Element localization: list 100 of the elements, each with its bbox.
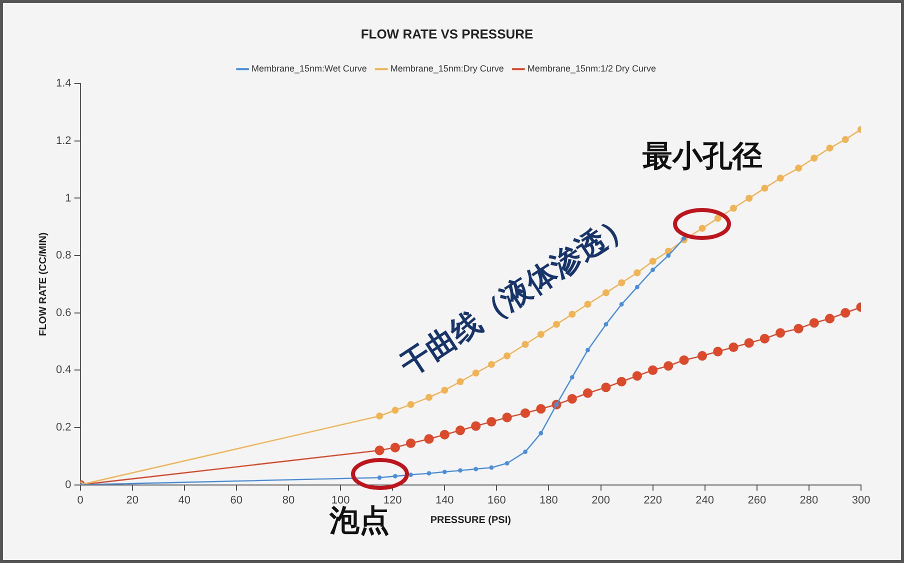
point [794,324,804,334]
point [474,466,478,472]
x-tick-label: 140 [435,494,454,506]
point [424,434,434,444]
annotation: 最小孔径 [642,139,762,174]
point [679,355,689,365]
point [504,461,510,466]
legend-label: Membrane_15nm:1/2 Dry Curve [527,64,656,74]
y-tick-label: 1.2 [56,134,72,147]
point [634,284,640,290]
point [728,342,738,352]
point [426,394,433,401]
x-tick-label: 300 [852,494,870,506]
point [374,446,384,456]
x-tick-label: 80 [282,494,295,506]
point [649,258,656,265]
point [486,416,496,427]
point [634,269,641,276]
point [442,470,447,474]
x-tick-label: 240 [696,494,714,506]
point [472,370,480,377]
point [842,136,849,143]
point [760,334,770,344]
point [520,408,530,418]
y-tick-label: 1 [65,192,72,204]
point [826,144,834,152]
point [392,474,398,478]
point [567,394,577,404]
point [619,302,624,306]
point [488,360,495,368]
x-tick-label: 280 [800,494,818,506]
y-tick-label: 0 [65,478,72,491]
y-tick-label: 0.2 [56,422,72,434]
point [582,388,593,398]
point [776,328,786,338]
chart-title: FLOW RATE VS PRESSURE [360,26,534,42]
point [570,375,574,380]
point [408,472,413,477]
point [698,224,706,232]
point [632,371,642,381]
point [440,430,450,440]
x-axis-title: PRESSURE (PSI) [430,514,511,526]
y-axis-title: FLOW RATE (CC/MIN) [38,232,49,336]
point [601,382,611,392]
legend-label: Membrane_15nm:Wet Curve [252,64,367,74]
y-tick-label: 0.8 [56,250,72,262]
point [390,442,400,452]
point [584,300,592,308]
point [714,214,722,222]
point [664,361,674,371]
point [810,154,818,162]
x-tick-label: 60 [230,494,243,506]
point [616,376,626,386]
point [407,401,414,408]
point [537,330,544,338]
point [523,450,528,454]
point [456,378,464,386]
point [406,438,416,448]
point [502,412,512,422]
point [568,310,576,318]
point [504,352,511,360]
point [455,426,466,436]
y-tick-label: 0.4 [56,364,72,376]
point [648,365,658,375]
y-tick-label: 0.6 [56,306,72,319]
annotation: 干曲线（液体渗透） [393,206,640,384]
point [377,475,382,480]
point [666,253,671,258]
x-tick-label: 200 [592,494,610,506]
point [746,194,753,202]
y-tick-label: 1.4 [56,78,72,90]
point [602,289,610,296]
point [824,314,835,324]
point [604,322,608,327]
x-tick-label: 20 [126,494,138,506]
point [489,465,494,470]
point [697,351,708,361]
x-tick-label: 260 [748,494,766,506]
point [795,164,802,172]
x-tick-label: 180 [540,494,558,506]
x-tick-label: 40 [178,494,191,506]
point [553,320,560,328]
point [713,346,723,356]
point [426,471,432,476]
legend-label: Membrane_15nm:Dry Curve [390,64,504,74]
point [761,184,768,192]
point [586,348,590,352]
point [458,468,462,473]
x-tick-label: 160 [487,494,506,506]
point [441,386,448,394]
point [776,174,784,182]
point [618,279,626,286]
point [392,406,399,414]
point [730,204,737,212]
point [376,412,384,420]
point [536,404,546,414]
point [522,340,529,348]
point [471,421,481,431]
point [809,318,819,328]
x-tick-label: 220 [644,494,662,506]
